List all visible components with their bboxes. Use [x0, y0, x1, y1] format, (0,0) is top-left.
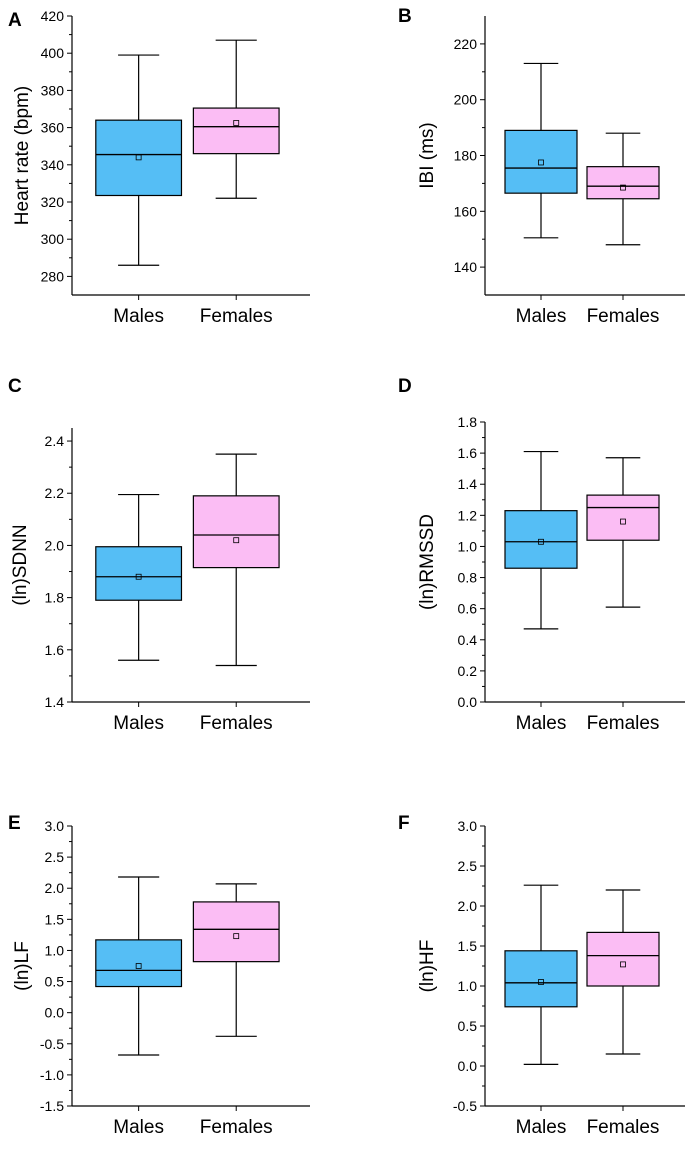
panel-f-y-tick-label: 0.0 — [458, 1058, 478, 1074]
panel-a-y-axis-title: Heart rate (bpm) — [12, 86, 33, 225]
panel-a-females-box — [192, 107, 280, 155]
panel-f-category-label: Females — [587, 1117, 660, 1138]
panel-d-y-tick-label: 1.4 — [458, 476, 478, 492]
panel-f-y-tick-label: -0.5 — [453, 1098, 477, 1114]
panel-f-y-tick-label: 2.5 — [458, 858, 478, 874]
panel-a-category-label: Males — [113, 306, 164, 327]
panel-f-y-tick-label: 3.0 — [458, 818, 478, 834]
panel-c-y-tick-label: 1.6 — [45, 642, 65, 658]
panel-b-y-tick-label: 180 — [454, 148, 478, 164]
panel-b-y-tick-label: 220 — [454, 36, 478, 52]
panel-e-y-tick-label: 2.5 — [45, 849, 65, 865]
panel-d-y-tick-label: 0.4 — [458, 632, 478, 648]
panel-a-y-tick-label: 340 — [41, 157, 65, 173]
panel-b-y-axis-title: IBI (ms) — [417, 122, 438, 189]
panel-d-males-mean-marker — [538, 538, 544, 545]
panel-f-y-axis-title: (ln)HF — [417, 940, 438, 993]
panel-d-category-label: Males — [516, 713, 567, 734]
panel-a-y-tick-label: 280 — [41, 268, 65, 284]
panel-b-females-mean-marker — [620, 184, 626, 191]
panel-c-y-tick-label: 1.4 — [45, 694, 65, 710]
panel-b-y-tick-label: 140 — [454, 259, 478, 275]
panel-d-females-mean-marker — [620, 518, 626, 525]
panel-d-letter: D — [398, 376, 412, 397]
panel-b-category-label: Females — [587, 306, 660, 327]
panel-c-y-tick-label: 2.4 — [45, 433, 65, 449]
panel-e-males-mean-marker — [135, 963, 142, 969]
panel-f-y-tick-label: 2.0 — [458, 898, 478, 914]
panel-e-y-tick-label: 2.0 — [45, 880, 65, 896]
panel-a-y-tick-label: 380 — [41, 82, 65, 98]
panel-c-category-label: Females — [200, 713, 273, 734]
panel-f-y-tick-label: 1.5 — [458, 938, 478, 954]
panel-b-y-tick-label: 200 — [454, 92, 478, 108]
panel-c-females-box — [192, 495, 280, 569]
panel-e-y-tick-label: -1.0 — [40, 1067, 64, 1083]
panel-c-y-axis-title: (ln)SDNN — [10, 524, 31, 605]
panel-d-y-tick-label: 0.6 — [458, 601, 478, 617]
panel-f-category-label: Males — [516, 1117, 567, 1138]
panel-d-y-axis-title: (ln)RMSSD — [417, 514, 438, 610]
panel-e-y-tick-label: -0.5 — [40, 1036, 64, 1052]
panel-f-females-mean-marker — [620, 961, 626, 968]
panel-a-y-tick-label: 400 — [41, 45, 65, 61]
panel-d-y-tick-label: 1.0 — [458, 538, 478, 554]
panel-b-males-mean-marker — [538, 159, 544, 166]
panel-e-y-tick-label: -1.5 — [40, 1098, 64, 1114]
panel-e-females-mean-marker — [233, 933, 240, 940]
panel-a-males-mean-marker — [135, 154, 142, 161]
panel-b-category-label: Males — [516, 306, 567, 327]
panel-d-category-label: Females — [587, 713, 660, 734]
panel-e-y-tick-label: 1.0 — [45, 942, 65, 958]
panel-f-females-box — [586, 931, 660, 987]
panel-e-category-label: Females — [200, 1117, 273, 1138]
panel-f-y-tick-label: 0.5 — [458, 1018, 478, 1034]
panel-a-y-tick-label: 420 — [41, 8, 65, 24]
panel-a-y-tick-label: 360 — [41, 120, 65, 136]
panel-c-y-tick-label: 2.0 — [45, 537, 65, 553]
panel-b-females-box — [586, 166, 660, 200]
panel-d-y-tick-label: 1.2 — [458, 507, 478, 523]
panel-d-y-tick-label: 1.6 — [458, 445, 478, 461]
panel-f-males-box — [504, 950, 578, 1008]
panel-c-y-tick-label: 1.8 — [45, 590, 65, 606]
panel-c-category-label: Males — [113, 713, 164, 734]
panel-e-y-tick-label: 0.5 — [45, 974, 65, 990]
panel-c-letter: C — [8, 376, 22, 397]
panel-e-category-label: Males — [113, 1117, 164, 1138]
panel-c-males-box — [95, 546, 183, 601]
panel-a-y-tick-label: 300 — [41, 231, 65, 247]
panel-a-females-mean-marker — [233, 120, 240, 126]
panel-a-males-box — [95, 119, 183, 197]
panel-e-y-tick-label: 3.0 — [45, 818, 65, 834]
panel-b-males-box — [504, 129, 578, 194]
panel-c-females-mean-marker — [233, 537, 240, 544]
panel-d-y-tick-label: 0.2 — [458, 663, 478, 679]
panel-d-y-tick-label: 1.8 — [458, 414, 478, 430]
panel-d-y-tick-label: 0.8 — [458, 570, 478, 586]
panel-e-letter: E — [8, 813, 21, 834]
panel-e-y-tick-label: 1.5 — [45, 911, 65, 927]
panel-f-males-mean-marker — [538, 979, 544, 985]
panel-a-letter: A — [8, 10, 22, 31]
panel-b-letter: B — [398, 6, 412, 27]
panel-d-females-box — [586, 494, 660, 541]
panel-e-y-tick-label: 0.0 — [45, 1005, 65, 1021]
panel-d-y-tick-label: 0.0 — [458, 694, 478, 710]
panel-a-y-tick-label: 320 — [41, 194, 65, 210]
panel-a-category-label: Females — [200, 306, 273, 327]
panel-f-y-tick-label: 1.0 — [458, 978, 478, 994]
panel-b-y-tick-label: 160 — [454, 203, 478, 219]
panel-e-females-box — [192, 901, 280, 963]
panel-f-letter: F — [398, 813, 410, 834]
panel-e-y-axis-title: (ln)LF — [12, 941, 33, 991]
panel-c-males-mean-marker — [135, 573, 142, 580]
panel-c-y-tick-label: 2.2 — [45, 485, 65, 501]
